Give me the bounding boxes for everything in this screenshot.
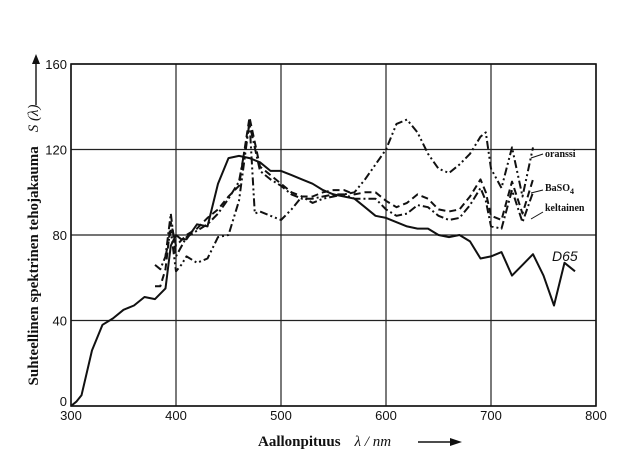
x-axis-symbol: λ / nm [354, 434, 392, 450]
label-d65: D65 [552, 248, 578, 264]
label-baso4-subscript: 4 [570, 187, 574, 196]
plot-frame [70, 63, 597, 407]
y-tick-label-160: 160 [45, 57, 67, 72]
label-keltainen: keltainen [545, 203, 585, 214]
x-tick-label-600: 600 [375, 408, 397, 423]
x-axis-label: Aallonpituus [258, 434, 341, 450]
series-line-d65 [70, 154, 576, 407]
x-tick-labels: 300 400 500 600 700 800 [60, 408, 607, 423]
label-baso4-main: BaSO [545, 183, 570, 194]
x-tick-label-700: 700 [480, 408, 502, 423]
series-line-oranssi [164, 118, 534, 273]
leader-keltainen [530, 211, 544, 220]
series-lines [70, 116, 576, 407]
label-baso4: BaSO4 [545, 183, 574, 196]
y-tick-label-120: 120 [45, 143, 67, 158]
y-tick-label-40: 40 [53, 314, 67, 329]
y-tick-label-0: 0 [60, 394, 67, 409]
x-axis-arrowhead [450, 438, 462, 446]
x-tick-label-300: 300 [60, 408, 82, 423]
svg-text:Suhteellinen spektrinen tehoja: Suhteellinen spektrinen tehojakauma S (λ… [25, 105, 42, 386]
y-axis-symbol: S (λ) [26, 105, 42, 133]
y-tick-label-80: 80 [53, 228, 67, 243]
svg-text:Aallonpituus λ / nm: Aallonpituus λ / nm [258, 433, 391, 450]
y-tick-labels: 0 40 80 120 160 [45, 57, 67, 409]
label-oranssi: oranssi [545, 149, 576, 160]
series-line-baso4 [155, 116, 534, 288]
plot-grid [70, 63, 597, 407]
y-axis-arrow [32, 54, 40, 105]
leader-baso4 [530, 189, 544, 194]
x-tick-label-500: 500 [270, 408, 292, 423]
x-tick-label-800: 800 [585, 408, 607, 423]
y-axis-label: Suhteellinen spektrinen tehojakauma [26, 146, 42, 386]
x-tick-label-400: 400 [165, 408, 187, 423]
leader-oranssi [530, 153, 544, 159]
y-axis-title: Suhteellinen spektrinen tehojakauma S (λ… [25, 105, 42, 386]
x-axis-title: Aallonpituus λ / nm [258, 433, 462, 450]
series-line-keltainen [154, 122, 534, 271]
